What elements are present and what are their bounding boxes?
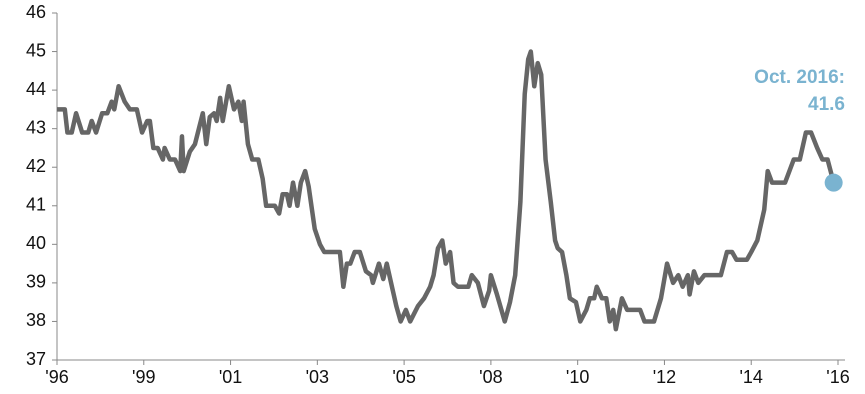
annotation-label: Oct. 2016: bbox=[754, 67, 845, 88]
x-tick-label: '01 bbox=[219, 367, 242, 387]
y-tick-label: 39 bbox=[26, 272, 46, 292]
annotation-value: 41.6 bbox=[808, 94, 845, 115]
y-tick-label: 45 bbox=[26, 40, 46, 60]
y-tick-label: 41 bbox=[26, 195, 46, 215]
x-tick-label: '05 bbox=[392, 367, 415, 387]
x-tick-label: '14 bbox=[739, 367, 762, 387]
data-line bbox=[57, 49, 836, 332]
y-tick-label: 42 bbox=[26, 156, 46, 176]
x-tick-label: '08 bbox=[479, 367, 502, 387]
x-tick-label: '16 bbox=[826, 367, 849, 387]
y-tick-label: 38 bbox=[26, 310, 46, 330]
end-marker bbox=[824, 173, 843, 192]
y-tick-label: 44 bbox=[26, 79, 46, 99]
y-tick-label: 40 bbox=[26, 233, 46, 253]
y-tick-label: 43 bbox=[26, 117, 46, 137]
x-tick-label: '10 bbox=[566, 367, 589, 387]
y-tick-label: 46 bbox=[26, 2, 46, 22]
x-tick-label: '03 bbox=[306, 367, 329, 387]
x-tick-label: '96 bbox=[45, 367, 68, 387]
x-tick-label: '99 bbox=[132, 367, 155, 387]
x-tick-label: '12 bbox=[653, 367, 676, 387]
y-tick-label: 37 bbox=[26, 349, 46, 369]
